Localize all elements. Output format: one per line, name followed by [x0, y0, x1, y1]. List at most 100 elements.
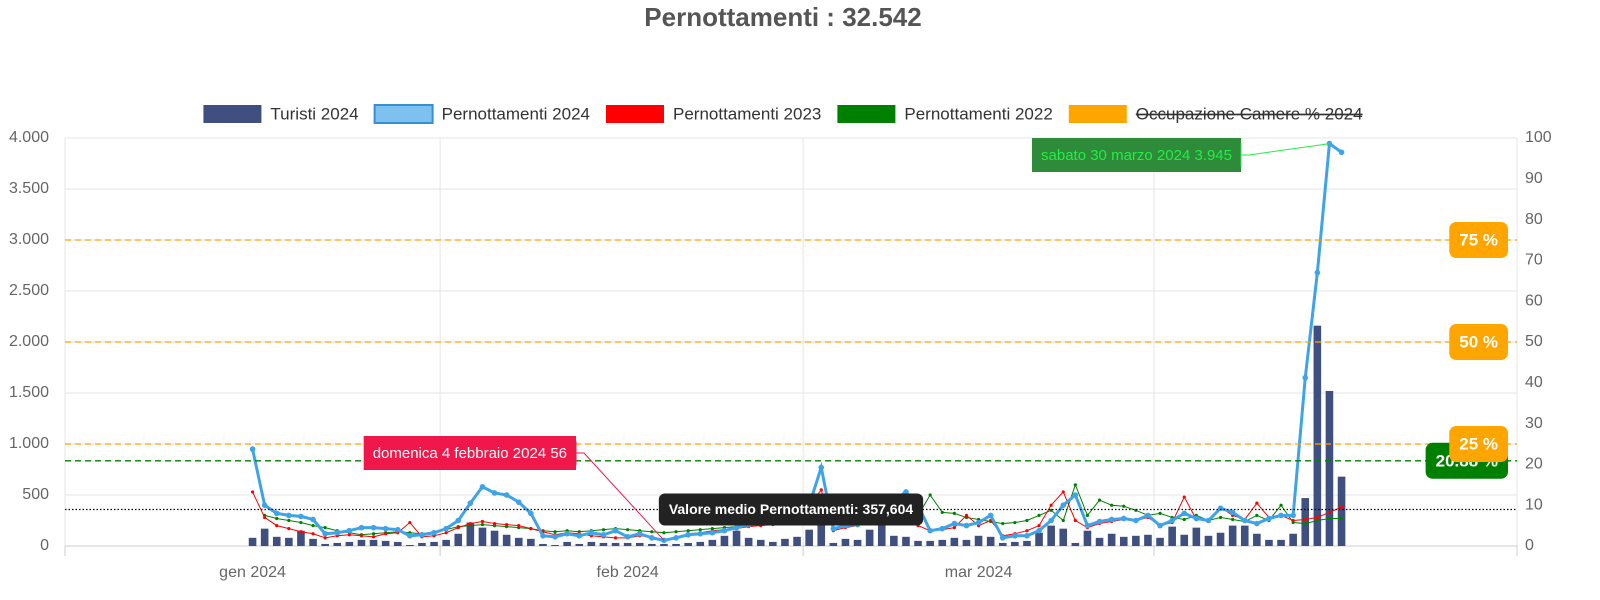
- point: [1048, 517, 1054, 524]
- bar: [1144, 534, 1152, 546]
- legend-symbol: [606, 105, 664, 123]
- bar: [938, 539, 947, 546]
- bar: [406, 544, 414, 546]
- point: [444, 531, 448, 535]
- point: [1231, 517, 1235, 522]
- bar: [732, 530, 741, 546]
- plot-line-label-box: [1449, 222, 1508, 258]
- bar: [660, 543, 668, 546]
- bar: [1083, 530, 1092, 546]
- bar: [865, 529, 874, 546]
- point: [1072, 492, 1079, 498]
- x-tick-label: mar 2024: [945, 564, 1013, 581]
- bar: [563, 541, 571, 546]
- bar: [1313, 325, 1322, 546]
- point: [1120, 515, 1127, 522]
- point: [1012, 533, 1018, 539]
- bar: [841, 538, 850, 546]
- point: [275, 524, 279, 528]
- point: [529, 527, 533, 531]
- bar: [1216, 532, 1225, 546]
- bar: [442, 539, 450, 546]
- point: [818, 464, 825, 471]
- point: [576, 533, 583, 539]
- point: [1266, 515, 1272, 522]
- legend-label: Pernottamenti 2024: [442, 104, 590, 123]
- point: [275, 516, 279, 521]
- point: [1303, 517, 1307, 522]
- point: [1314, 269, 1321, 276]
- point: [322, 530, 328, 537]
- bar: [998, 542, 1007, 546]
- y2-tick-label: 30: [1525, 415, 1543, 432]
- plot-line-label-box: [1449, 324, 1508, 360]
- bar: [345, 541, 354, 546]
- bar: [333, 542, 342, 546]
- bar: [272, 536, 281, 546]
- point: [347, 533, 351, 537]
- point: [1158, 511, 1162, 515]
- point: [1061, 490, 1065, 494]
- bar: [817, 515, 826, 546]
- point: [1013, 520, 1017, 525]
- point: [698, 528, 702, 532]
- x-tick-label: feb 2024: [597, 564, 659, 581]
- point: [952, 511, 956, 515]
- chart-title: Pernottamenti : 32.542: [644, 2, 921, 32]
- point: [382, 525, 389, 532]
- point: [431, 529, 437, 536]
- y-tick-label: 3.500: [9, 180, 49, 197]
- bar: [720, 535, 729, 546]
- bar: [369, 539, 378, 546]
- y2-tick-label: 80: [1525, 211, 1543, 228]
- point: [940, 510, 944, 514]
- point: [492, 521, 497, 526]
- point: [491, 490, 498, 496]
- bar: [1132, 535, 1140, 546]
- point: [480, 519, 485, 524]
- point: [1025, 518, 1029, 523]
- point: [371, 532, 376, 536]
- point: [1169, 517, 1175, 524]
- bar: [599, 542, 608, 546]
- point: [1315, 518, 1319, 523]
- bar: [744, 537, 753, 546]
- point: [394, 526, 401, 533]
- bar: [393, 541, 402, 546]
- point: [528, 510, 534, 517]
- point: [1339, 516, 1344, 521]
- point: [613, 536, 618, 540]
- bar: [781, 538, 789, 546]
- point: [334, 529, 341, 536]
- point: [419, 531, 425, 538]
- plot-line-label-text: 25 %: [1459, 434, 1498, 453]
- point: [1110, 503, 1114, 507]
- bar: [1107, 533, 1116, 546]
- point: [370, 524, 377, 531]
- point: [709, 529, 716, 536]
- point: [1327, 510, 1332, 514]
- bar: [1240, 525, 1249, 546]
- bar: [611, 542, 620, 546]
- point: [1218, 515, 1223, 520]
- point: [612, 527, 619, 534]
- y2-tick-label: 0: [1525, 537, 1534, 554]
- plot-line-label-text: 50 %: [1459, 332, 1498, 351]
- annotation: sabato 30 marzo 2024 3.945: [1032, 138, 1330, 172]
- legend-symbol: [373, 104, 434, 124]
- point: [1181, 510, 1188, 517]
- bar: [1325, 390, 1334, 546]
- legend: Turisti 2024 Pernottamenti 2024 Pernottame…: [203, 104, 1363, 124]
- point: [624, 534, 631, 540]
- bar: [1119, 536, 1128, 546]
- bar: [1228, 525, 1237, 546]
- point: [371, 535, 376, 539]
- point: [650, 530, 654, 534]
- point: [359, 534, 364, 538]
- point: [1291, 518, 1295, 523]
- bar: [260, 528, 269, 546]
- bar: [454, 533, 463, 546]
- bar: [1168, 526, 1176, 546]
- point: [311, 532, 315, 536]
- point: [249, 446, 256, 452]
